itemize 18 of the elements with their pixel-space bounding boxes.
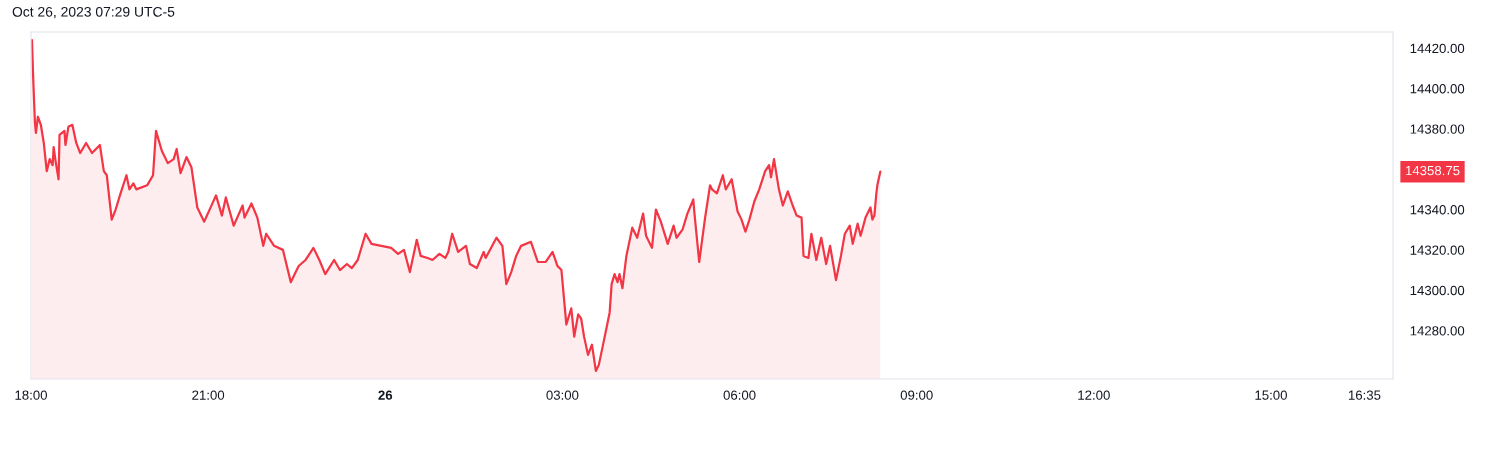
x-tick-label: 06:00 [723, 390, 756, 400]
y-tick-label: 14320.00 [1410, 245, 1465, 255]
x-tick-label: 09:00 [900, 390, 933, 400]
y-tick-label: 14400.00 [1410, 84, 1465, 94]
x-tick-label: 12:00 [1078, 390, 1110, 400]
x-tick-label: 15:00 [1255, 390, 1287, 400]
chart-title: Oct 26, 2023 07:29 UTC-5 [12, 6, 175, 19]
x-tick-label: 18:00 [15, 390, 47, 400]
x-tick-label: 03:00 [546, 390, 579, 400]
text: 14358.75 [1406, 165, 1460, 176]
y-tick-label: 14300.00 [1410, 285, 1465, 296]
y-tick-label: 14340.00 [1410, 205, 1465, 215]
x-tick-label: 26 [378, 390, 393, 400]
y-tick-label: 14380.00 [1410, 124, 1465, 134]
x-tick-label: 21:00 [192, 390, 225, 400]
y-tick-label: 14280.00 [1410, 326, 1465, 336]
x-tick-label: 16:35 [1348, 390, 1381, 400]
y-tick-label: 14420.00 [1410, 43, 1465, 54]
